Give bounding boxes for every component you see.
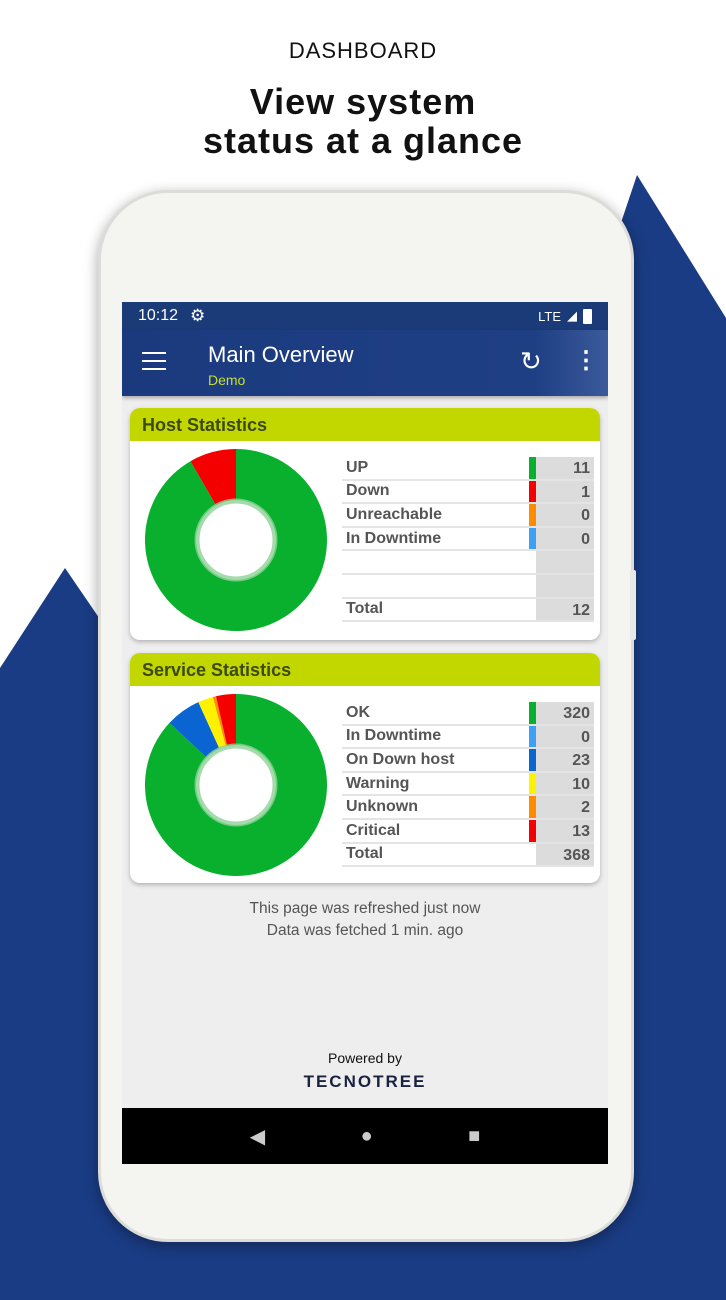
menu-icon[interactable]	[142, 352, 166, 376]
page-title: Main Overview	[208, 342, 354, 367]
row-label: Warning	[346, 774, 410, 792]
color-swatch	[529, 725, 536, 748]
fetch-status: Data was fetched 1 min. ago	[266, 922, 464, 939]
color-swatch	[529, 457, 536, 479]
brand-logo: TECNOTREE	[303, 1072, 427, 1091]
color-swatch	[529, 575, 536, 597]
row-label: Unreachable	[346, 505, 443, 523]
powered-by: Powered by	[328, 1050, 402, 1066]
nav-bar: ◀ ● ■	[122, 1108, 608, 1164]
row-label: Total	[346, 600, 384, 618]
table-row: Critical 13	[342, 819, 594, 844]
row-value: 10	[536, 772, 594, 795]
table-row: In Downtime 0	[342, 725, 594, 750]
row-label: Critical	[346, 821, 401, 839]
row-label: Unknown	[346, 798, 418, 816]
row-value: 0	[536, 504, 594, 526]
promo-kicker: DASHBOARD	[288, 38, 438, 63]
app-bar: Main Overview Demo ↻ ⋮	[122, 330, 608, 396]
table-row: OK 320	[342, 702, 594, 726]
headline-line: status at a glance	[202, 120, 524, 161]
pie-slice-up	[145, 449, 327, 631]
row-value	[536, 574, 594, 597]
row-value: 23	[536, 749, 594, 771]
battery-charging-icon	[583, 308, 592, 324]
row-value: 1	[536, 480, 594, 503]
host-donut-chart	[145, 449, 327, 631]
home-icon[interactable]: ●	[360, 1124, 373, 1147]
more-vert-icon[interactable]: ⋮	[574, 347, 598, 374]
row-value: 368	[536, 843, 594, 866]
status-time: 10:12	[138, 307, 179, 324]
row-value	[536, 551, 594, 573]
back-icon[interactable]: ◀	[249, 1125, 266, 1148]
table-row: UP 11	[342, 457, 594, 481]
row-label: Total	[346, 845, 384, 863]
table-row	[342, 551, 594, 575]
color-swatch	[529, 749, 536, 771]
table-row: Unreachable 0	[342, 504, 594, 528]
refresh-status: This page was refreshed just now	[249, 900, 481, 917]
pie-slice-warning	[198, 696, 226, 749]
service-stats-table: OK 320 In Downtime 0 On Down host 23 Warning 10…	[342, 702, 594, 868]
row-value: 320	[536, 702, 594, 724]
phone-side-button	[630, 570, 636, 640]
row-label: In Downtime	[346, 727, 442, 745]
recents-icon[interactable]: ■	[468, 1124, 481, 1147]
row-value: 0	[536, 527, 594, 550]
service-donut-chart	[144, 694, 327, 876]
row-label: UP	[346, 458, 369, 476]
pie-slice-unknown	[212, 696, 228, 747]
row-label: In Downtime	[346, 529, 442, 547]
row-value: 11	[536, 457, 594, 479]
color-swatch	[529, 480, 536, 503]
color-swatch	[529, 551, 536, 573]
color-swatch	[529, 504, 536, 526]
total-row: Total 12	[342, 598, 594, 623]
color-swatch	[529, 844, 536, 866]
color-swatch	[529, 772, 536, 795]
card-title: Service Statistics	[130, 653, 600, 686]
pie-slice-on-down-host	[169, 702, 220, 758]
table-row	[342, 574, 594, 599]
gear-icon: ⚙	[190, 306, 206, 325]
row-label: Down	[346, 482, 390, 500]
table-row: In Downtime 0	[342, 527, 594, 552]
row-label: On Down host	[346, 750, 455, 768]
pie-slice-ok	[144, 694, 327, 876]
table-row: Warning 10	[342, 772, 594, 797]
color-swatch	[529, 527, 536, 550]
app-screen: 10:12 ⚙ LTE ◢ Main Overview Demo ↻ ⋮ Host…	[122, 302, 608, 1164]
table-row: Unknown 2	[342, 796, 594, 820]
row-label: OK	[346, 703, 370, 721]
network-label: LTE	[538, 308, 561, 324]
row-value: 0	[536, 725, 594, 748]
promo-headline: View system status at a glance	[0, 82, 726, 160]
host-statistics-card: Host Statistics UP 11 Down 1 Unreachable 0 In …	[130, 408, 600, 640]
table-row: On Down host 23	[342, 749, 594, 773]
row-value: 13	[536, 819, 594, 842]
service-statistics-card: Service Statistics OK 320 In Downtime 0 On D…	[130, 653, 600, 883]
refresh-icon[interactable]: ↻	[520, 346, 542, 376]
color-swatch	[529, 796, 536, 818]
row-value: 12	[536, 598, 594, 621]
host-stats-table: UP 11 Down 1 Unreachable 0 In Downtime 0 Total 12	[342, 457, 594, 623]
page-subtitle: Demo	[208, 372, 246, 388]
headline-line: View system	[249, 81, 477, 122]
color-swatch	[529, 819, 536, 842]
signal-icon: ◢	[567, 308, 577, 323]
status-bar: 10:12 ⚙ LTE ◢	[122, 302, 608, 330]
card-title: Host Statistics	[130, 408, 600, 441]
pie-slice-down	[190, 449, 236, 506]
color-swatch	[529, 702, 536, 724]
donut-hole	[194, 743, 278, 827]
pie-slice-critical	[215, 694, 236, 746]
donut-hole	[194, 498, 278, 582]
color-swatch	[529, 599, 536, 621]
row-value: 2	[536, 796, 594, 818]
table-row: Down 1	[342, 480, 594, 505]
total-row: Total 368	[342, 843, 594, 868]
